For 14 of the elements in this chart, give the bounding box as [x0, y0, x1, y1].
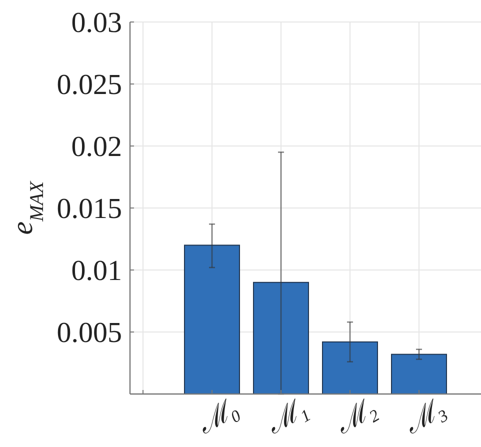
- bar: [322, 341, 378, 394]
- bar: [184, 244, 240, 394]
- bar: [391, 354, 447, 394]
- x-tick-label: ℳ₂: [330, 392, 382, 440]
- x-tick-label: ℳ₃: [398, 392, 451, 440]
- y-tick-label: 0.03: [71, 7, 122, 40]
- y-tick-label: 0.01: [71, 255, 122, 288]
- y-tick-label: 0.015: [56, 193, 122, 226]
- bar: [253, 282, 309, 394]
- y-tick-label: 0.025: [56, 69, 122, 102]
- y-tick-label: 0.005: [56, 317, 122, 350]
- y-tick-label: 0.02: [71, 131, 122, 164]
- x-tick-label: ℳ₀: [192, 392, 244, 440]
- x-tick-label: ℳ₁: [260, 392, 313, 440]
